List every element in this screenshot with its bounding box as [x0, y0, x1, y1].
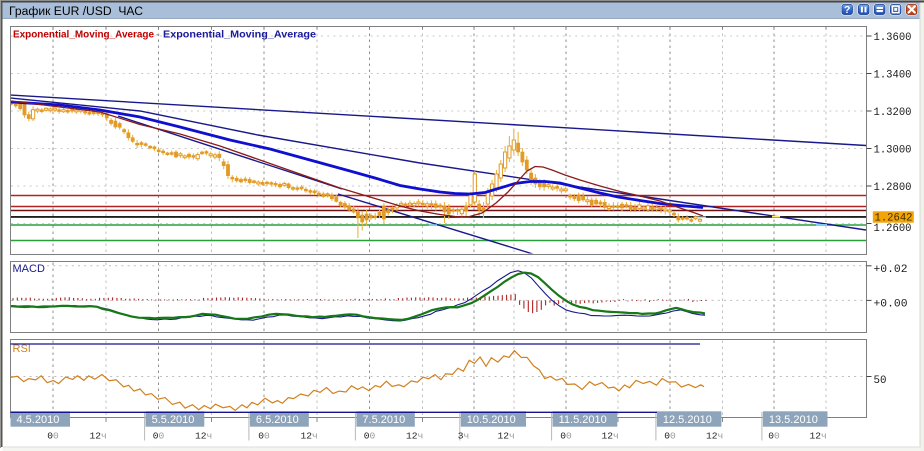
svg-text:?: ?: [844, 5, 850, 16]
svg-text:ч: ч: [821, 430, 827, 441]
svg-text:7.5.2010: 7.5.2010: [362, 414, 405, 426]
svg-text:0: 0: [47, 430, 53, 441]
svg-text:12: 12: [89, 430, 101, 441]
svg-text:12: 12: [406, 430, 418, 441]
svg-text:4.5.2010: 4.5.2010: [17, 414, 60, 426]
svg-text:ч: ч: [718, 430, 724, 441]
svg-text:1.2600: 1.2600: [874, 223, 912, 235]
svg-text:ч: ч: [312, 430, 318, 441]
svg-text:Exponential_Moving_Average: Exponential_Moving_Average: [163, 28, 316, 40]
svg-text:Exponential_Moving_Average: Exponential_Moving_Average: [13, 28, 154, 40]
svg-text:+0.00: +0.00: [874, 299, 908, 311]
svg-text:ч: ч: [613, 430, 619, 441]
svg-text:6.5.2010: 6.5.2010: [256, 414, 299, 426]
svg-text:0: 0: [370, 430, 376, 441]
svg-text:RSI: RSI: [13, 343, 31, 355]
svg-text:-: -: [156, 28, 160, 40]
svg-text:1.2642: 1.2642: [875, 213, 913, 225]
svg-text:+0.02: +0.02: [874, 264, 908, 276]
svg-text:ч: ч: [207, 430, 213, 441]
svg-text:3: 3: [458, 430, 464, 441]
svg-text:0: 0: [264, 430, 270, 441]
svg-text:12: 12: [300, 430, 312, 441]
svg-text:ч: ч: [418, 430, 424, 441]
svg-text:12: 12: [195, 430, 207, 441]
svg-text:MACD: MACD: [13, 263, 45, 275]
svg-text:12: 12: [809, 430, 821, 441]
svg-text:5.5.2010: 5.5.2010: [152, 414, 195, 426]
svg-text:0: 0: [670, 430, 676, 441]
svg-text:0: 0: [560, 430, 566, 441]
svg-text:0: 0: [258, 430, 264, 441]
svg-text:11.5.2010: 11.5.2010: [559, 414, 607, 426]
svg-text:ч: ч: [509, 430, 515, 441]
svg-text:12: 12: [601, 430, 613, 441]
svg-text:13.5.2010: 13.5.2010: [769, 414, 818, 426]
svg-text:1.2800: 1.2800: [874, 182, 912, 194]
svg-text:График EUR /USD ЧАС: График EUR /USD ЧАС: [9, 6, 143, 18]
svg-text:0: 0: [566, 430, 572, 441]
svg-text:12.5.2010: 12.5.2010: [663, 414, 712, 426]
svg-text:50: 50: [874, 375, 887, 387]
svg-text:12: 12: [706, 430, 718, 441]
svg-text:1.3600: 1.3600: [874, 32, 912, 44]
svg-text:ч: ч: [101, 430, 107, 441]
svg-text:1.3400: 1.3400: [874, 69, 912, 81]
svg-text:0: 0: [159, 430, 165, 441]
svg-text:0: 0: [364, 430, 370, 441]
svg-text:ч: ч: [464, 430, 470, 441]
svg-text:0: 0: [53, 430, 59, 441]
svg-text:1.3000: 1.3000: [874, 144, 912, 156]
svg-text:0: 0: [153, 430, 159, 441]
svg-text:12: 12: [497, 430, 509, 441]
svg-text:0: 0: [774, 430, 780, 441]
svg-text:10.5.2010: 10.5.2010: [467, 414, 516, 426]
svg-text:0: 0: [768, 430, 774, 441]
svg-text:1.3200: 1.3200: [874, 107, 912, 119]
svg-text:0: 0: [664, 430, 670, 441]
